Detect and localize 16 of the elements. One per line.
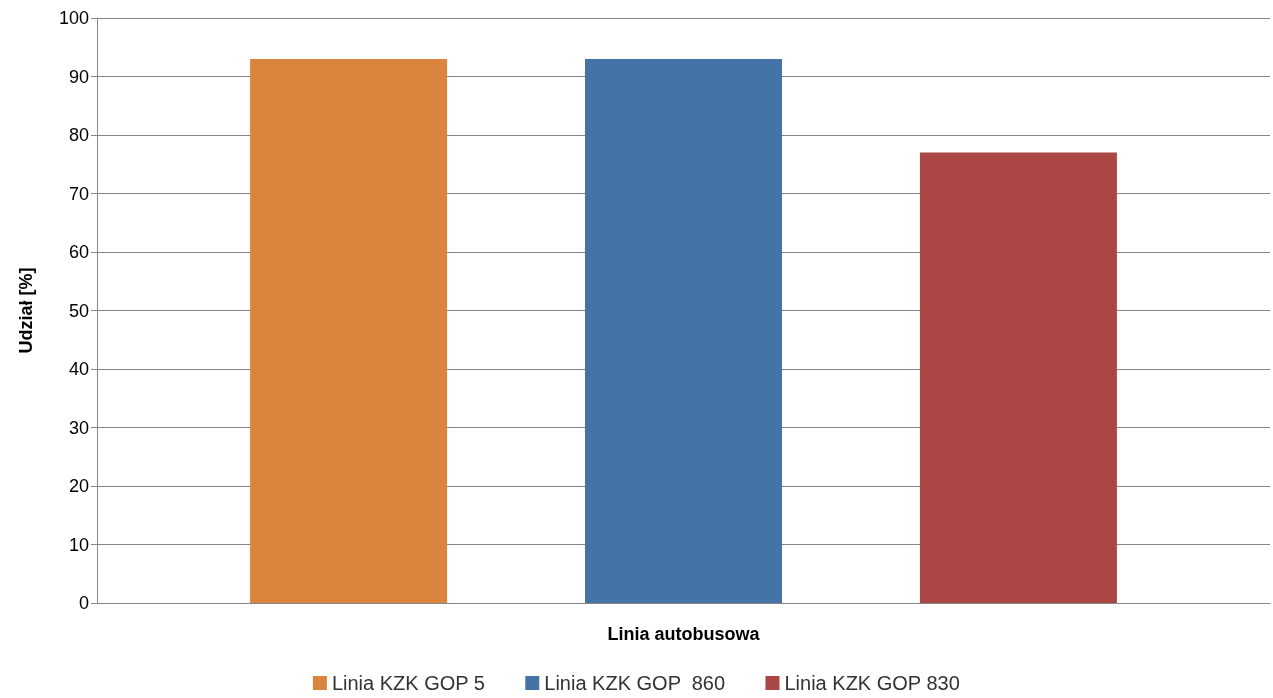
- y-axis-title: Udział [%]: [16, 267, 36, 354]
- y-tick-label: 20: [68, 476, 89, 496]
- y-tick-label: 70: [68, 183, 89, 204]
- y-tick-label: 100: [58, 8, 89, 28]
- y-tick-label: 80: [68, 125, 89, 145]
- y-tick-label: 40: [68, 359, 89, 379]
- x-axis-title: Linia autobusowa: [607, 624, 761, 644]
- y-tick-label: 60: [68, 242, 89, 262]
- legend-label: Linia KZK GOP 5: [331, 672, 485, 694]
- y-tick-label: 90: [68, 66, 89, 87]
- y-tick-label: 30: [68, 417, 89, 438]
- y-tick-label: 0: [78, 593, 89, 613]
- legend-label: Linia KZK GOP 860: [544, 672, 726, 694]
- legend-label: Linia KZK GOP 830: [784, 672, 960, 694]
- y-tick-label: 50: [68, 300, 89, 321]
- y-tick-label: 10: [68, 534, 89, 555]
